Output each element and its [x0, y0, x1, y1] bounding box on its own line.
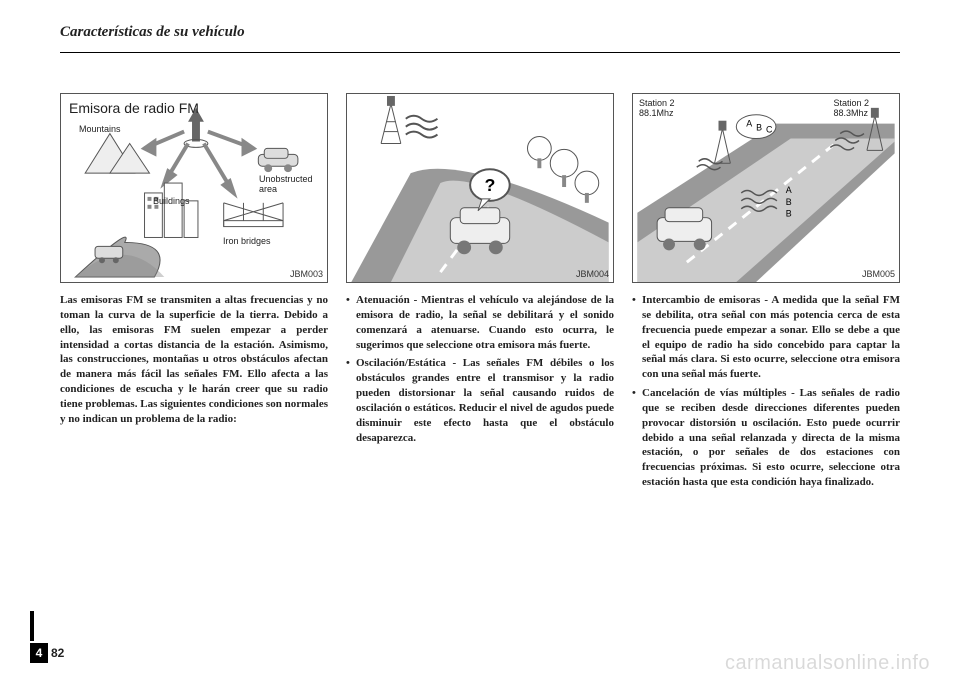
page: Características de su vehículo Emisora d…	[0, 0, 960, 687]
chapter-tab: 4	[30, 643, 48, 663]
svg-text:?: ?	[484, 175, 495, 195]
section-title: Características de su vehículo	[60, 24, 245, 41]
watermark: carmanualsonline.info	[725, 652, 930, 675]
figure-station-swap: A B C A B B Station 2 88.1Mhz Station 2 …	[632, 93, 900, 283]
label-station1: Station 2 88.1Mhz	[639, 98, 675, 118]
svg-text:B: B	[756, 123, 762, 133]
column-right: A B C A B B Station 2 88.1Mhz Station 2 …	[632, 93, 900, 494]
column-middle: ? JBM004 Atenuación - Mientras el vehícu…	[346, 93, 614, 494]
bullet-item: Intercambio de emisoras - A medida que l…	[632, 293, 900, 382]
middle-text: Atenuación - Mientras el vehículo va ale…	[346, 293, 614, 449]
svg-text:B: B	[786, 209, 792, 219]
content-columns: Emisora de radio FM	[60, 93, 900, 494]
svg-text:A: A	[786, 185, 792, 195]
right-text: Intercambio de emisoras - A medida que l…	[632, 293, 900, 494]
bullet-item: Oscilación/Estática - Las señales FM déb…	[346, 356, 614, 445]
left-text: Las emisoras FM se transmiten a altas fr…	[60, 293, 328, 427]
column-left: Emisora de radio FM	[60, 93, 328, 494]
label-unobstructed: Unobstructed area	[259, 174, 314, 194]
figure-code: JBM004	[576, 269, 609, 279]
figure-code: JBM005	[862, 269, 895, 279]
svg-text:C: C	[766, 125, 773, 135]
label-buildings: Buildings	[153, 196, 190, 206]
bullet-item: Atenuación - Mientras el vehículo va ale…	[346, 293, 614, 352]
header-rule	[60, 52, 900, 53]
label-mountains: Mountains	[79, 124, 121, 134]
label-station2: Station 2 88.3Mhz	[833, 98, 869, 118]
page-side-bar	[30, 611, 34, 641]
label-iron-bridges: Iron bridges	[223, 236, 271, 246]
bullet-item: Cancelación de vías múltiples - Las seña…	[632, 386, 900, 490]
figure-fm-radio: Emisora de radio FM	[60, 93, 328, 283]
page-number: 4 82	[30, 643, 64, 663]
svg-text:A: A	[746, 119, 752, 129]
figure-code: JBM003	[290, 269, 323, 279]
swap-diagram-svg: A B C A B B	[633, 94, 899, 282]
figure-fading: ? JBM004	[346, 93, 614, 283]
page-sub: 82	[51, 646, 64, 660]
figure-title: Emisora de radio FM	[69, 100, 199, 116]
svg-text:B: B	[786, 197, 792, 207]
fading-diagram-svg: ?	[347, 94, 613, 282]
